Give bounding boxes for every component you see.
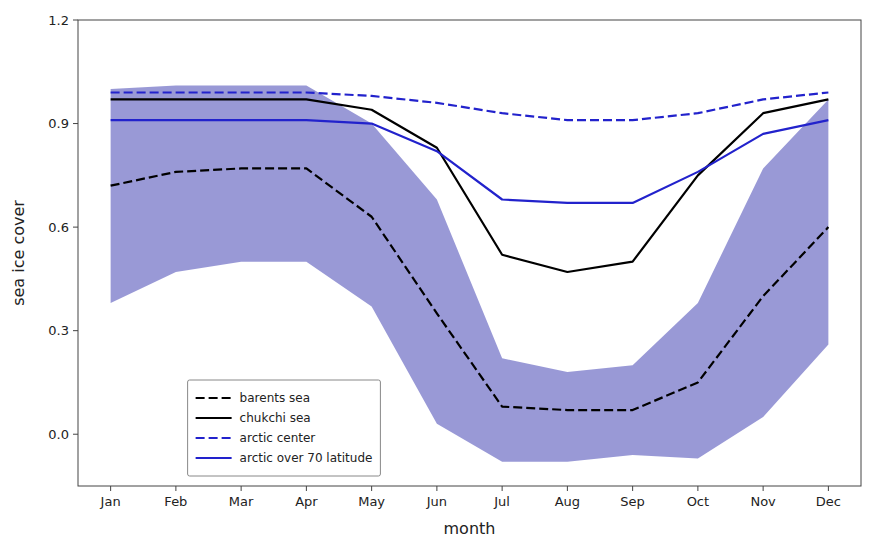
x-tick-label: Dec [816, 494, 841, 509]
x-tick [697, 486, 698, 491]
legend-label: barents sea [240, 391, 310, 405]
y-tick-label: 0.3 [48, 323, 69, 338]
y-tick-label: 0.6 [48, 220, 69, 235]
legend-label: chukchi sea [240, 411, 311, 425]
y-tick [73, 20, 78, 21]
y-tick-label: 1.2 [48, 13, 69, 28]
x-tick [306, 486, 307, 491]
legend: barents sea chukchi sea arctic center arcti… [188, 380, 381, 476]
plot-frame [78, 20, 861, 486]
legend-box [188, 380, 381, 476]
legend-handle [196, 417, 232, 419]
x-tick-label: Nov [750, 494, 776, 509]
x-tick-label: Jan [100, 494, 121, 509]
x-axis-label: month [444, 519, 496, 538]
x-tick [763, 486, 764, 491]
legend-handle [196, 437, 232, 439]
x-tick-label: Oct [687, 494, 709, 509]
y-tick [73, 434, 78, 435]
y-tick [73, 330, 78, 331]
chart: Jan Feb Mar Apr May Jun Jul Aug Sep Oct Nov Dec 0.0 0… [0, 0, 881, 548]
y-tick [73, 227, 78, 228]
x-tick-label: Jun [426, 494, 447, 509]
y-tick-label: 0.0 [48, 427, 69, 442]
legend-handle [196, 457, 232, 459]
x-tick [110, 486, 111, 491]
legend-label: arctic center [240, 431, 316, 445]
x-tick-label: Sep [620, 494, 645, 509]
legend-label: arctic over 70 latitude [240, 451, 373, 465]
x-tick-label: May [358, 494, 385, 509]
y-axis-label: sea ice cover [9, 200, 28, 306]
x-tick [371, 486, 372, 491]
series-line [111, 92, 829, 120]
y-tick [73, 123, 78, 124]
x-tick [632, 486, 633, 491]
legend-handle [196, 397, 232, 399]
series-line [111, 120, 829, 203]
x-tick [436, 486, 437, 491]
x-tick [502, 486, 503, 491]
x-tick [241, 486, 242, 491]
x-tick-label: Aug [555, 494, 580, 509]
x-tick-label: Feb [164, 494, 187, 509]
y-tick-label: 0.9 [48, 116, 69, 131]
x-tick [828, 486, 829, 491]
series-line [111, 99, 829, 272]
x-tick [175, 486, 176, 491]
series-line [111, 168, 829, 410]
x-tick [567, 486, 568, 491]
x-tick-label: Apr [295, 494, 318, 509]
x-tick-label: Mar [229, 494, 254, 509]
x-tick-label: Jul [493, 494, 510, 509]
